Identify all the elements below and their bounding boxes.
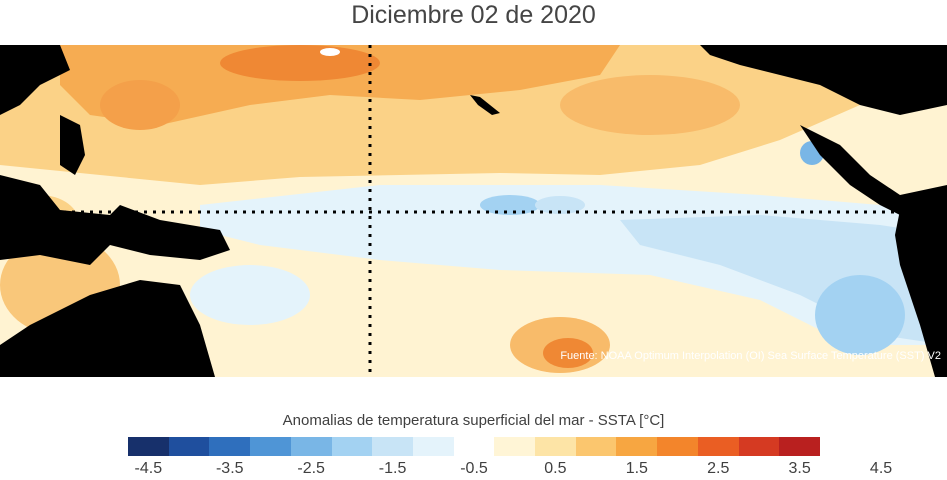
colorbar-cell <box>616 437 658 456</box>
hotspot-core <box>320 48 340 56</box>
colorbar-cell <box>779 437 820 456</box>
hot-patch-south <box>543 338 593 368</box>
cool-patch-equator <box>480 195 540 215</box>
colorbar-cell <box>738 437 780 456</box>
colorbar-cell <box>697 437 739 456</box>
cool-patch-equator-2 <box>535 196 585 214</box>
colorbar-tick-label: -1.5 <box>378 460 407 477</box>
colorbar-cell <box>290 437 332 456</box>
colorbar-tick-label: 3.5 <box>788 460 811 477</box>
land-central-america <box>800 125 947 220</box>
cool-patch-sw <box>190 265 310 325</box>
colorbar-tick-label: 4.5 <box>869 460 893 477</box>
map-title: Diciembre 02 de 2020 <box>351 1 596 29</box>
source-credit: Fuente: NOAA Optimum Interpolation (OI) … <box>560 350 941 362</box>
colorbar-cell <box>657 437 698 456</box>
colorbar-cell <box>331 437 373 456</box>
warm-patch-ne <box>560 75 740 135</box>
colorbar-tick-label: -3.5 <box>215 460 244 477</box>
cool-patch-east <box>815 275 905 355</box>
colorbar-cell <box>494 437 536 456</box>
north-hot-region <box>60 45 620 125</box>
colorbar-cell <box>250 437 291 456</box>
land-maritime-se-asia <box>0 175 230 265</box>
land-north-america <box>700 45 947 115</box>
colorbar-cell <box>535 437 576 456</box>
colorbar-cell <box>412 437 454 456</box>
colorbar-cell <box>453 437 495 456</box>
land-australia <box>0 280 215 377</box>
colorbar <box>128 437 820 456</box>
colorbar-tick-label: 1.5 <box>625 460 648 477</box>
land-hawaii <box>470 95 500 115</box>
land-asia <box>0 45 70 115</box>
colorbar-cell <box>209 437 251 456</box>
land-philippines <box>60 115 85 175</box>
colorbar-tick-label: -2.5 <box>297 460 325 477</box>
colorbar-label: Anomalias de temperatura superficial del… <box>282 412 665 429</box>
colorbar-tick-label: -4.5 <box>134 460 163 477</box>
colorbar-cell <box>575 437 617 456</box>
colorbar-tick-label: 2.5 <box>707 460 730 477</box>
colorbar-tick-label: -0.5 <box>460 460 488 477</box>
hotspot-north <box>220 45 380 81</box>
colorbar-cell <box>128 437 169 456</box>
warm-patch-nw <box>100 80 180 130</box>
ssta-map <box>0 45 947 377</box>
colorbar-cell <box>168 437 210 456</box>
colorbar-ticks: -4.5 -3.5 -2.5 -1.5 -0.5 0.5 1.5 2.5 3.5 4.5 <box>0 460 947 480</box>
land-south-america <box>895 200 947 377</box>
colorbar-cell <box>372 437 413 456</box>
colorbar-tick-label: 0.5 <box>544 460 567 477</box>
